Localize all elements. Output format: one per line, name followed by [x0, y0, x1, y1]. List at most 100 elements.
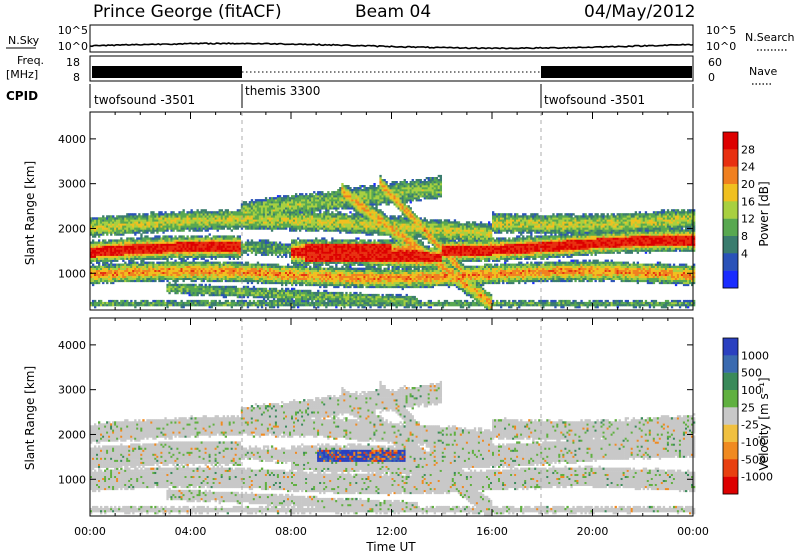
power-cell: [164, 227, 167, 230]
power-cell: [202, 285, 205, 289]
power-cell: [238, 301, 242, 305]
power-cell: [283, 211, 286, 214]
power-cell: [285, 269, 288, 273]
power-cell: [228, 291, 232, 295]
power-cell: [164, 243, 167, 246]
power-cell: [118, 219, 121, 222]
power-cell: [270, 221, 274, 224]
power-cell: [289, 289, 292, 293]
power-cell: [156, 235, 159, 238]
power-cell: [323, 201, 326, 204]
power-cell: [144, 273, 147, 277]
power-cell: [309, 211, 312, 214]
power-cell: [220, 217, 224, 220]
power-cell: [272, 306, 276, 309]
power-cell: [174, 287, 177, 291]
power-cell: [333, 241, 336, 244]
power-cell: [299, 197, 302, 200]
power-cell: [240, 211, 244, 214]
power-cell: [317, 259, 320, 262]
power-cell: [333, 207, 336, 210]
power-cell: [283, 243, 286, 246]
power-cell: [291, 209, 294, 212]
power-cell: [162, 261, 165, 264]
power-cell: [168, 251, 171, 254]
power-cell: [138, 241, 141, 244]
power-cell: [262, 304, 266, 307]
power-cell: [246, 243, 250, 246]
power-cell: [244, 279, 248, 283]
power-cell: [325, 289, 328, 293]
power-cell: [323, 193, 326, 196]
power-cell: [270, 271, 274, 275]
power-cell: [278, 225, 282, 228]
power-cell: [214, 235, 217, 238]
power-cell: [317, 199, 320, 202]
power-cell: [198, 215, 201, 218]
power-cell: [327, 229, 330, 232]
power-cell: [210, 243, 213, 246]
power-cell: [210, 261, 213, 264]
power-cell: [138, 279, 141, 283]
power-cell: [202, 299, 205, 303]
power-cell: [94, 259, 97, 262]
power-cell: [120, 255, 123, 258]
power-cell: [278, 213, 282, 216]
power-cell: [172, 269, 175, 273]
power-cell: [295, 215, 298, 218]
power-cell: [305, 304, 308, 307]
power-cell: [168, 253, 171, 256]
power-cell: [295, 293, 298, 297]
power-cell: [128, 304, 131, 307]
power-cell: [206, 289, 209, 293]
power-cell: [172, 251, 175, 254]
power-cell: [156, 221, 159, 224]
power-cell: [216, 273, 219, 277]
power-cell: [158, 247, 161, 250]
power-cell: [335, 259, 338, 262]
power-cell: [270, 275, 274, 279]
power-cell: [242, 223, 246, 226]
power-cell: [92, 251, 95, 254]
power-cell: [180, 257, 183, 260]
power-cell: [134, 217, 137, 220]
power-cell: [333, 281, 336, 285]
power-cell: [323, 253, 326, 256]
power-cell: [309, 225, 312, 228]
power-cell: [317, 239, 320, 242]
power-cell: [214, 269, 217, 273]
power-cell: [337, 207, 340, 210]
power-cell: [250, 211, 254, 214]
power-cell: [335, 217, 338, 220]
power-cell: [100, 217, 103, 220]
power-cell: [240, 227, 244, 230]
power-cell: [102, 219, 105, 222]
power-cell: [272, 269, 276, 273]
power-cell: [297, 261, 300, 264]
power-cell: [136, 225, 139, 228]
power-cell: [160, 251, 163, 254]
power-cell: [166, 287, 169, 291]
power-cell: [262, 271, 266, 275]
power-cell: [254, 223, 258, 226]
power-cell: [178, 219, 181, 222]
power-cell: [150, 211, 153, 214]
power-cell: [230, 225, 234, 228]
power-cell: [208, 221, 211, 224]
power-cell: [248, 301, 252, 305]
power-cell: [293, 241, 296, 244]
power-cell: [128, 301, 131, 305]
power-cell: [313, 245, 316, 248]
power-cell: [299, 301, 302, 305]
power-cell: [214, 267, 217, 271]
power-cell: [317, 275, 320, 279]
power-cell: [258, 293, 262, 297]
power-cell: [116, 233, 119, 236]
power-cell: [186, 217, 189, 220]
power-cell: [272, 227, 276, 230]
power-cell: [222, 213, 226, 216]
power-cell: [94, 301, 97, 305]
power-cell: [148, 239, 151, 242]
power-cell: [274, 201, 278, 204]
power-cell: [206, 239, 209, 242]
